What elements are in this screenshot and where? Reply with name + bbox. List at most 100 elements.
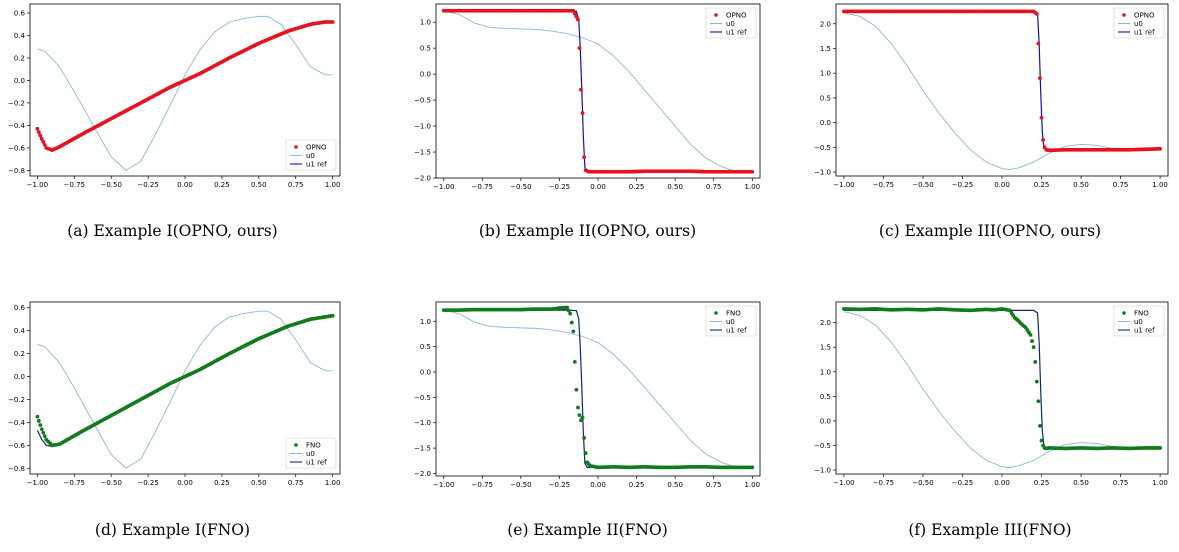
legend-label: u0 <box>726 318 735 326</box>
legend-marker <box>714 311 718 315</box>
y-tick-label: 0.2 <box>14 54 25 62</box>
series-u0-line <box>37 15 333 171</box>
x-tick-label: −0.75 <box>64 479 85 487</box>
series-fno-point <box>1039 438 1044 443</box>
series-fno-point <box>571 329 576 334</box>
series-u1-ref-line <box>36 21 333 151</box>
series-u0-line <box>443 10 753 174</box>
series-opno-point <box>39 137 44 141</box>
series-fno-point <box>39 427 44 432</box>
legend-box <box>285 139 337 171</box>
y-tick-label: 0.5 <box>420 45 431 53</box>
legend-box <box>705 7 757 39</box>
x-tick-label: 1.00 <box>744 183 760 191</box>
caption-d: (d) Example I(FNO) <box>94 521 251 539</box>
y-tick-label: 1.5 <box>820 344 831 352</box>
legend-box <box>705 305 757 337</box>
series-opno-point <box>576 17 580 22</box>
series-opno-point <box>41 139 46 144</box>
legend-label: u1 ref <box>306 459 327 467</box>
x-tick-label: −1.00 <box>433 183 454 191</box>
x-tick-label: 0.75 <box>288 479 304 487</box>
x-tick-label: −0.25 <box>137 181 158 189</box>
x-tick-label: −0.75 <box>472 481 493 489</box>
series-opno-point <box>572 11 577 16</box>
legend-label: u0 <box>726 20 735 28</box>
series-opno-point <box>1036 41 1041 46</box>
series-u0-line <box>843 12 1161 171</box>
x-tick-label: 0.25 <box>214 479 230 487</box>
x-tick-label: −0.25 <box>952 479 973 487</box>
y-tick-label: 0.0 <box>14 373 25 381</box>
legend-label: u0 <box>1134 318 1143 326</box>
caption-b: (b) Example II(OPNO, ours) <box>478 222 697 240</box>
chart-a-svg: −1.00 −0.75 −0.50 −0.25 0.00 0.25 0.50 0.75 1.00… <box>8 3 341 189</box>
series-fno-point <box>572 359 577 364</box>
x-tick-label: 0.25 <box>1034 479 1050 487</box>
y-tick-label: 0.0 <box>820 417 831 425</box>
series-opno-point <box>1034 11 1039 16</box>
series-opno-point <box>36 130 41 135</box>
x-tick-label: 0.50 <box>667 183 683 191</box>
chart-panel-f: −1.00 −0.75 −0.50 −0.25 0.00 0.25 0.50 0.75 1.00… <box>810 298 1170 493</box>
y-tick-label: 2.0 <box>820 20 831 28</box>
y-tick-label: −2.0 <box>414 175 431 183</box>
series-fno-point <box>36 418 41 423</box>
series-opno-point <box>330 20 335 24</box>
series-fno-point <box>566 308 571 313</box>
x-tick-label: 0.75 <box>706 481 722 489</box>
x-tick-label: 0.75 <box>706 183 722 191</box>
y-tick-label: 0.5 <box>820 94 831 102</box>
y-tick-label: −0.6 <box>8 442 26 450</box>
x-tick-label: −0.50 <box>912 479 933 487</box>
series-opno-point <box>580 111 585 115</box>
series-opno-point <box>1039 115 1044 120</box>
x-tick-label: 1.00 <box>325 479 341 487</box>
legend-label: FNO <box>306 442 321 450</box>
legend-box <box>285 437 337 469</box>
chart-b-svg: −1.00 −0.75 −0.50 −0.25 0.00 0.25 0.50 0.75 1.00… <box>414 3 761 191</box>
series-fno-point <box>1030 339 1034 343</box>
x-tick-label: 0.75 <box>1113 479 1129 487</box>
series-fno-point <box>38 423 43 427</box>
series-fno-point <box>1031 345 1036 350</box>
y-tick-label: −0.2 <box>8 99 25 107</box>
legend-label: u1 ref <box>1134 29 1155 37</box>
series-fno-point <box>1028 333 1033 337</box>
caption-a: (a) Example I(OPNO, ours) <box>67 222 278 240</box>
x-tick-label: −0.50 <box>912 181 933 189</box>
series-fno-point <box>568 311 573 316</box>
series-fno-point <box>1034 379 1039 384</box>
series-opno-point <box>577 46 582 51</box>
y-tick-label: 1.0 <box>420 19 431 27</box>
chart-panel-e: −1.00 −0.75 −0.50 −0.25 0.00 0.25 0.50 0.75 1.00… <box>410 298 765 493</box>
x-tick-label: −1.00 <box>833 181 854 189</box>
legend-label: u0 <box>1134 20 1143 28</box>
y-tick-label: −0.2 <box>8 396 25 404</box>
y-tick-label: 0.4 <box>14 32 26 40</box>
x-tick-label: 0.50 <box>1073 181 1089 189</box>
series-u0-line <box>37 310 333 469</box>
y-tick-label: 0.0 <box>14 77 25 85</box>
legend-label: u1 ref <box>726 327 747 335</box>
legend-label: OPNO <box>726 12 747 20</box>
x-tick-label: 1.00 <box>325 181 341 189</box>
x-tick-label: 0.50 <box>667 481 683 489</box>
y-tick-label: 0.6 <box>14 9 26 17</box>
x-tick-label: 0.00 <box>994 479 1010 487</box>
series-opno-point <box>1041 138 1046 142</box>
caption-c: (c) Example III(OPNO, ours) <box>878 222 1102 240</box>
y-tick-label: 0.4 <box>14 327 26 335</box>
series-fno-point <box>42 434 47 439</box>
x-tick-label: 0.75 <box>288 181 304 189</box>
x-tick-label: −0.25 <box>549 481 570 489</box>
series-opno-point <box>579 87 583 92</box>
x-tick-label: −0.75 <box>873 181 894 189</box>
y-tick-label: −1.5 <box>414 149 431 157</box>
legend-label: OPNO <box>1134 12 1155 20</box>
x-tick-label: −1.00 <box>27 479 48 487</box>
x-tick-label: 0.00 <box>994 181 1010 189</box>
x-tick-label: 0.25 <box>214 181 230 189</box>
series-fno-point <box>1033 360 1038 364</box>
y-tick-label: −0.5 <box>414 97 431 105</box>
